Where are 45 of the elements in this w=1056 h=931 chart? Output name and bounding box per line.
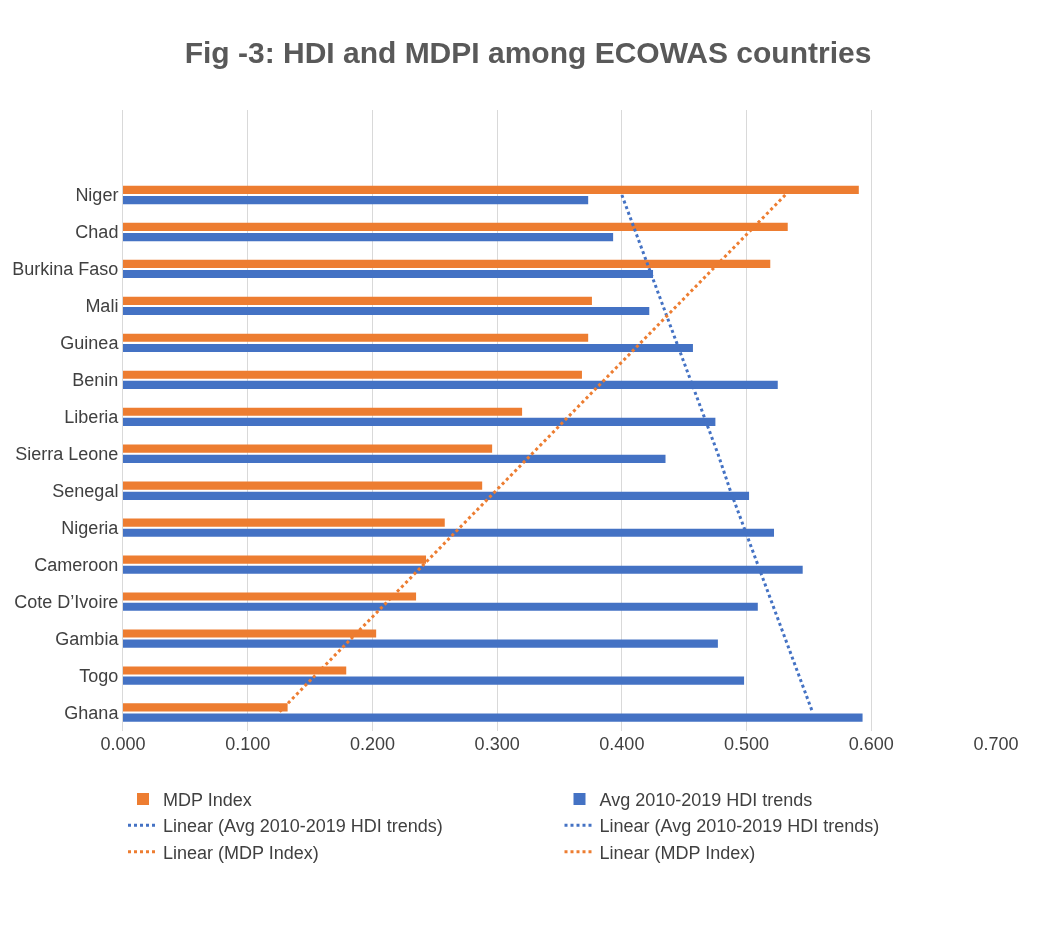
y-tick-label: Nigeria [61, 518, 120, 538]
chart-title: Fig -3: HDI and MDPI among ECOWAS countries [184, 35, 872, 69]
bar [123, 518, 445, 527]
legend-label: Linear (Avg 2010-2019 HDI trends) [163, 816, 443, 837]
y-tick-label: Ghana [64, 702, 120, 723]
bar [123, 639, 718, 648]
y-tick-label: Senegal [52, 481, 119, 502]
y-tick-label: Chad [75, 222, 119, 243]
y-tick-label: Burkina Faso [12, 259, 119, 280]
y-tick-label: Guinea [60, 333, 120, 354]
y-tick-label: Sierra Leone [15, 444, 119, 465]
y-tick-label: Gambia [55, 628, 120, 649]
bar [123, 444, 493, 453]
bar [123, 676, 745, 685]
legend-label: Linear (MDP Index) [599, 842, 756, 863]
x-tick-label: 0.600 [848, 734, 894, 754]
bar [123, 370, 582, 379]
bar [123, 454, 666, 463]
y-tick-label: Benin [72, 370, 119, 391]
x-tick-label: 0.200 [349, 734, 395, 754]
x-tick-label: 0.100 [225, 734, 271, 754]
x-tick-label: 0.700 [973, 734, 1019, 754]
bar [123, 713, 863, 722]
legend-label: Linear (MDP Index) [163, 842, 319, 863]
y-tick-label: Liberia [64, 407, 120, 428]
legend-label: MDP Index [163, 789, 252, 810]
y-tick-label: Cameroon [34, 554, 119, 575]
x-tick-label: 0.400 [599, 734, 645, 754]
legend-label: Avg 2010-2019 HDI trends [599, 789, 813, 810]
y-tick-label: Cote D’Ivoire [14, 591, 119, 612]
y-tick-label: Togo [79, 665, 119, 686]
bar [123, 296, 592, 305]
bar [123, 481, 483, 490]
bar [123, 333, 589, 342]
bar [123, 602, 758, 611]
x-tick-label: 0.500 [724, 734, 770, 754]
x-tick-label: 0.300 [474, 734, 520, 754]
bar [123, 233, 614, 242]
legend-label: Linear (Avg 2010-2019 HDI trends) [599, 816, 880, 837]
x-tick-label: 0.000 [100, 734, 146, 754]
y-tick-label: Niger [75, 185, 119, 206]
bar [123, 196, 589, 205]
bar [123, 407, 523, 416]
bar [123, 306, 650, 316]
y-tick-label: Mali [85, 296, 119, 317]
